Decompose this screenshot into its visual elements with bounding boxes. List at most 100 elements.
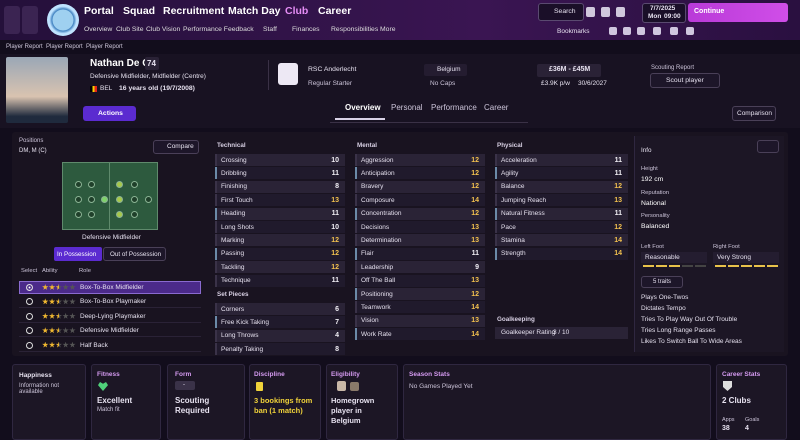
in-possession[interactable]: In Possession bbox=[57, 251, 97, 258]
back-button[interactable] bbox=[4, 6, 20, 34]
nav-submenu[interactable]: Responsibilities bbox=[331, 26, 379, 33]
toolbar-icon[interactable] bbox=[670, 27, 678, 35]
nav-submenu[interactable]: Club Site bbox=[116, 26, 144, 33]
tab[interactable]: Overview bbox=[345, 103, 381, 112]
comparison-button[interactable] bbox=[732, 106, 776, 121]
compare-button[interactable] bbox=[153, 140, 199, 154]
attribute-row bbox=[215, 167, 345, 180]
goals-label: Goals bbox=[745, 417, 760, 423]
continue-label[interactable]: Continue bbox=[694, 8, 725, 15]
attribute-row bbox=[495, 234, 628, 247]
role-radio[interactable] bbox=[26, 341, 33, 349]
role-row[interactable] bbox=[19, 324, 201, 338]
breadcrumb[interactable]: Player Report bbox=[6, 44, 43, 50]
nav-submenu[interactable]: Finances bbox=[292, 26, 320, 33]
role-row[interactable] bbox=[19, 281, 201, 294]
role-radio[interactable] bbox=[26, 312, 33, 320]
attribute-value: 4 bbox=[335, 332, 339, 340]
discipline-card bbox=[249, 364, 321, 440]
goals: 4 bbox=[745, 425, 749, 432]
scout-button[interactable] bbox=[650, 73, 720, 88]
card-text: No Games Played Yet bbox=[409, 383, 473, 390]
value: £36M - £45M bbox=[549, 66, 591, 73]
scout-label[interactable]: Scout player bbox=[666, 77, 704, 84]
toolbar-icon[interactable] bbox=[616, 7, 625, 17]
nav-submenu[interactable]: Performance Feedback bbox=[183, 26, 254, 33]
nav-menu[interactable]: Portal bbox=[84, 5, 114, 17]
tab[interactable]: Career bbox=[484, 103, 509, 112]
traits-button[interactable] bbox=[641, 276, 683, 288]
breadcrumb[interactable]: Player Report bbox=[46, 44, 83, 50]
pitch-position bbox=[145, 196, 152, 203]
star bbox=[48, 284, 56, 290]
out-possession[interactable]: Out of Possession bbox=[110, 251, 162, 258]
attribute-name: Off The Ball bbox=[361, 277, 396, 285]
attribute-value: 7 bbox=[335, 318, 339, 326]
nav-menu[interactable]: Recruitment bbox=[163, 5, 225, 17]
nav-menu[interactable]: Club bbox=[285, 5, 309, 17]
toolbar-icon[interactable] bbox=[623, 27, 631, 35]
role-radio[interactable] bbox=[26, 298, 33, 306]
traits-button-label[interactable]: 5 traits bbox=[653, 279, 672, 285]
fitness-card bbox=[91, 364, 161, 440]
attribute-row bbox=[495, 221, 628, 233]
actions-button[interactable] bbox=[83, 106, 136, 121]
star bbox=[62, 341, 69, 348]
role-radio[interactable] bbox=[26, 327, 33, 335]
nav-submenu[interactable]: More bbox=[380, 26, 396, 33]
attribute-name: Anticipation bbox=[361, 169, 395, 177]
info-reputation: National bbox=[641, 200, 666, 207]
toolbar-icon[interactable] bbox=[653, 27, 661, 35]
star bbox=[48, 298, 56, 305]
nav-submenu[interactable]: Staff bbox=[263, 26, 277, 33]
role-name: Deep-Lying Playmaker bbox=[80, 312, 146, 320]
in-possession-button[interactable] bbox=[54, 247, 102, 261]
card-sub: Match fit bbox=[97, 407, 120, 413]
nav-submenu[interactable]: Overview bbox=[84, 26, 113, 33]
continue-button[interactable] bbox=[688, 3, 788, 22]
nav-submenu[interactable]: Club Vision bbox=[146, 26, 181, 33]
attribute-name: Crossing bbox=[221, 156, 247, 164]
breadcrumb[interactable]: Player Report bbox=[86, 44, 123, 50]
card-value: 3 bookings from ban (1 match) bbox=[254, 396, 313, 415]
nav-menu[interactable]: Career bbox=[318, 5, 352, 17]
comparison-label[interactable]: Comparison bbox=[737, 110, 773, 117]
nav-menu[interactable]: Match Day bbox=[228, 5, 281, 17]
star bbox=[69, 341, 76, 348]
toolbar-icon[interactable] bbox=[637, 27, 645, 35]
tab[interactable]: Personal bbox=[391, 103, 423, 112]
forward-button[interactable] bbox=[22, 6, 38, 34]
search-box[interactable] bbox=[538, 3, 584, 21]
attribute-name: Pace bbox=[501, 223, 516, 231]
actions-label[interactable]: Actions bbox=[98, 110, 123, 117]
role-row[interactable] bbox=[19, 295, 201, 309]
download-button[interactable] bbox=[757, 140, 779, 153]
trait: Tries Long Range Passes bbox=[641, 327, 716, 334]
bookmarks[interactable]: Bookmarks bbox=[557, 28, 590, 35]
toolbar-icon[interactable] bbox=[601, 7, 610, 17]
search-label[interactable]: Search bbox=[554, 8, 576, 15]
toolbar-icon[interactable] bbox=[686, 27, 694, 35]
club-badge bbox=[278, 63, 298, 85]
attribute-value: 9 bbox=[475, 263, 479, 271]
card-title: Happiness bbox=[19, 372, 52, 379]
role-radio[interactable] bbox=[26, 284, 33, 291]
attribute-row bbox=[215, 207, 345, 220]
role-row[interactable] bbox=[19, 339, 201, 352]
star bbox=[42, 298, 49, 305]
tab[interactable]: Performance bbox=[431, 103, 477, 112]
card-value: Excellent bbox=[97, 396, 133, 405]
compare-label[interactable]: Compare bbox=[167, 143, 194, 150]
toolbar-icon[interactable] bbox=[586, 7, 595, 17]
yellow-card bbox=[256, 382, 263, 391]
club-crest[interactable] bbox=[47, 4, 79, 36]
role-stars bbox=[42, 298, 76, 305]
nav-menu[interactable]: Squad bbox=[123, 5, 156, 17]
toolbar-icon[interactable] bbox=[609, 27, 617, 35]
attribute-value: 11 bbox=[614, 210, 622, 218]
role-header: Ability bbox=[42, 268, 58, 274]
out-possession-button[interactable] bbox=[103, 247, 166, 261]
role-row[interactable] bbox=[19, 310, 201, 323]
country: Belgium bbox=[437, 66, 461, 73]
attribute-row bbox=[215, 274, 345, 287]
